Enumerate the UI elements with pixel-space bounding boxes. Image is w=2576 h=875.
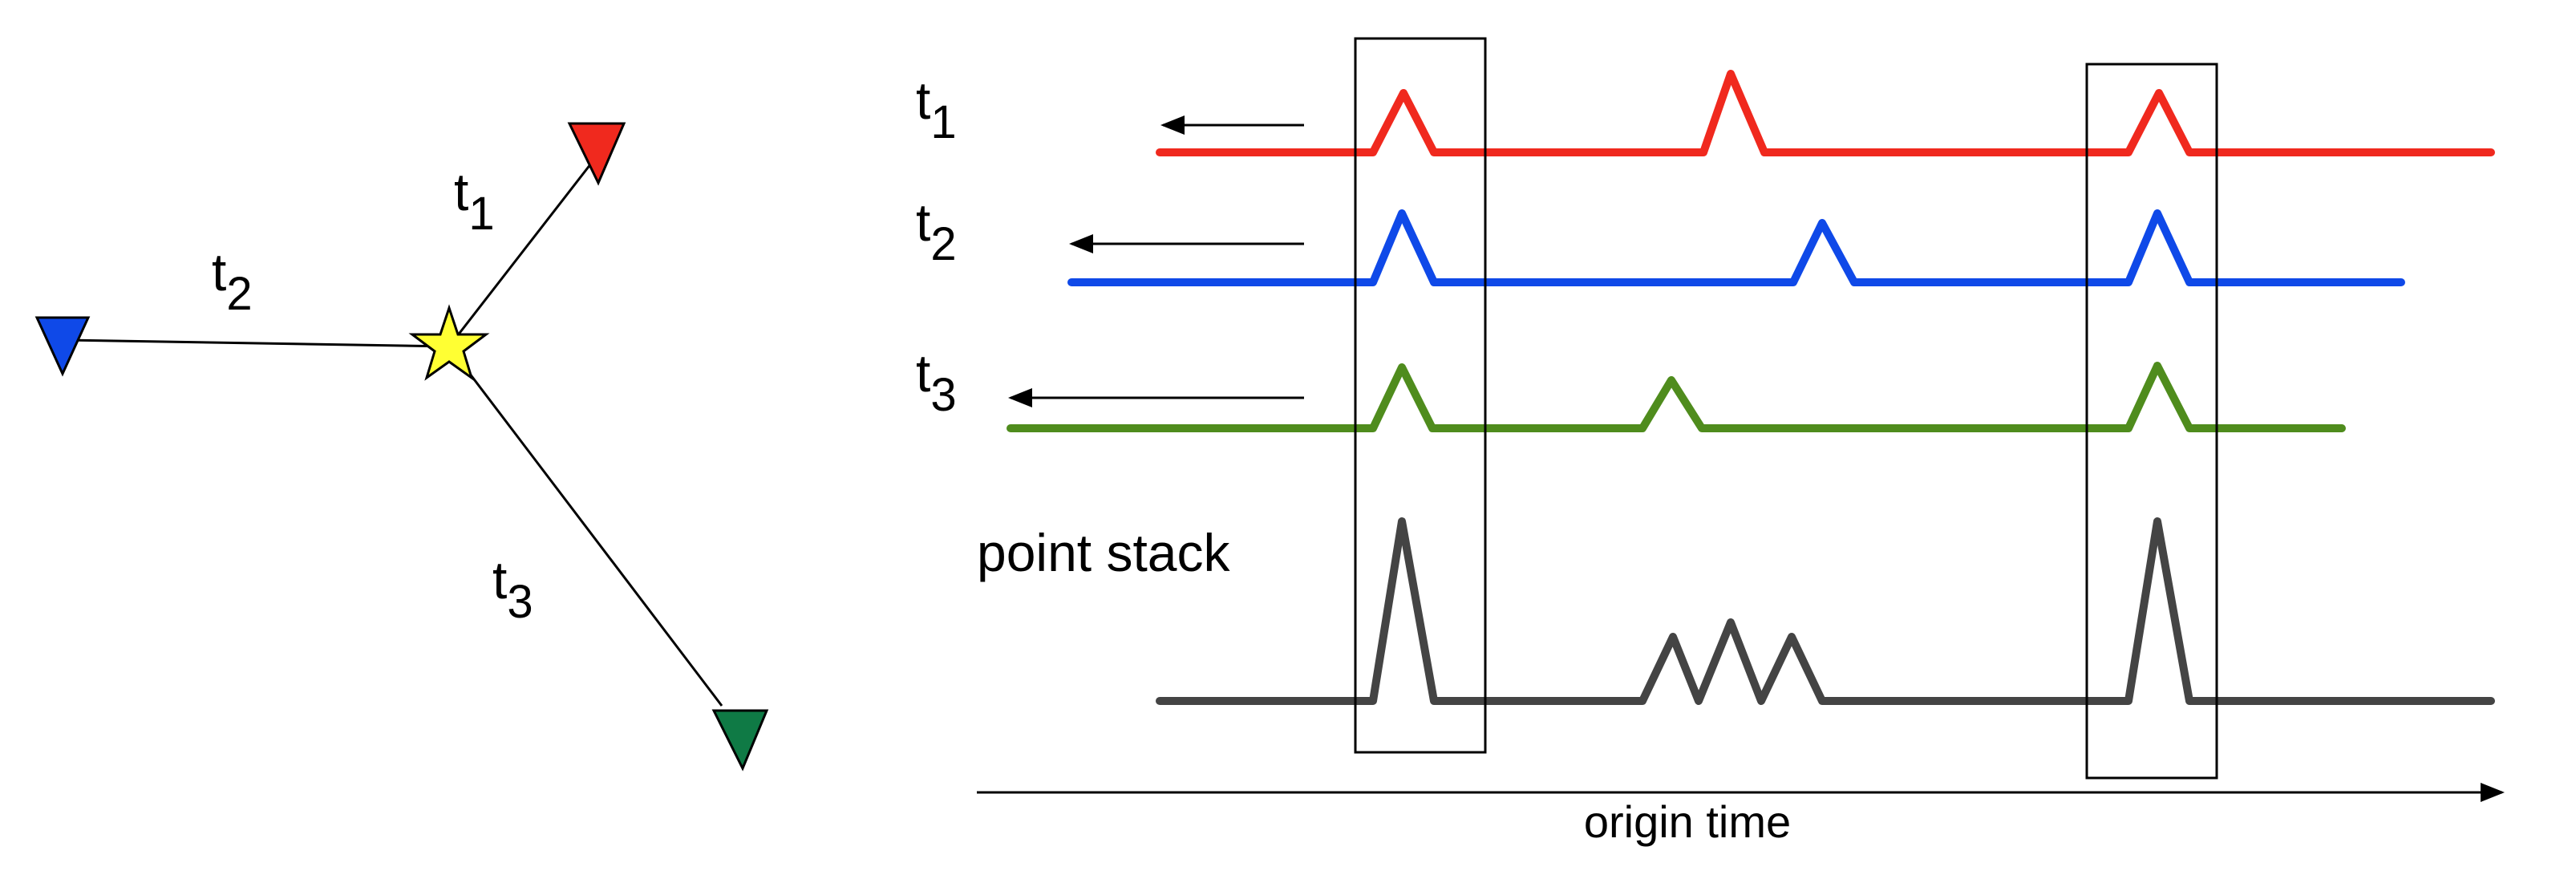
ray-t2 xyxy=(63,338,450,348)
station-map: t1 t2 t3 xyxy=(34,122,769,772)
ray-t3 xyxy=(448,346,723,707)
stack-label: point stack xyxy=(977,523,1230,582)
trace-label-t2: t2 xyxy=(916,192,957,270)
trace-panel: t1 t2 t3 point stack origin time xyxy=(916,37,2505,847)
axis-label: origin time xyxy=(1584,796,1791,847)
source-star-icon xyxy=(408,304,490,381)
leg-label-t1: t1 xyxy=(454,162,495,240)
coincidence-window-1 xyxy=(1354,37,1487,754)
trace-t3-line xyxy=(1007,362,2346,432)
leg-label-t2: t2 xyxy=(212,242,253,320)
trace-t2-line xyxy=(1067,209,2405,286)
ray-t1 xyxy=(448,160,595,347)
station-t2-icon xyxy=(34,316,91,377)
stack-trace-line xyxy=(1156,517,2495,705)
trace-t1-line xyxy=(1156,70,2495,156)
trace-label-t1: t1 xyxy=(916,71,957,148)
coincidence-window-2 xyxy=(2085,63,2218,780)
trace-label-t3: t3 xyxy=(916,343,957,421)
station-t1-icon xyxy=(567,122,626,186)
station-t3-icon xyxy=(711,709,769,772)
leg-label-t3: t3 xyxy=(492,550,533,628)
